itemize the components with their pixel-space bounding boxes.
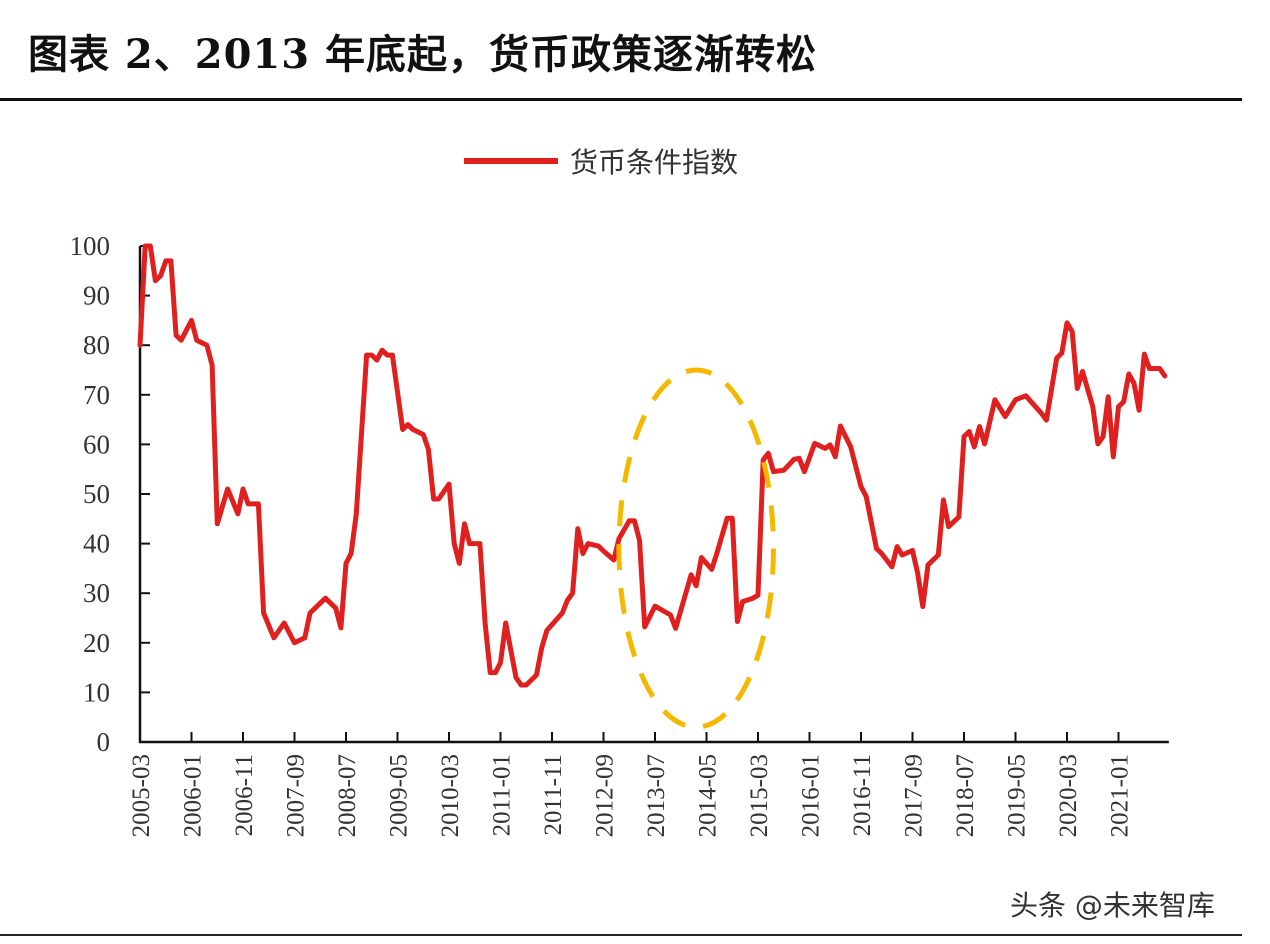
x-tick-label: 2021-01 — [1107, 754, 1134, 837]
y-tick-label: 10 — [83, 677, 110, 707]
x-tick-label: 2007-09 — [283, 754, 310, 837]
x-tick-label: 2015-03 — [746, 754, 773, 837]
x-tick-label: 2016-01 — [798, 754, 825, 837]
y-tick-label: 100 — [70, 231, 111, 261]
x-tick-label: 2019-05 — [1004, 754, 1031, 837]
bottom-rule — [0, 934, 1242, 936]
y-tick-label: 70 — [83, 380, 110, 410]
x-tick-label: 2013-07 — [643, 754, 670, 837]
x-tick-label: 2006-01 — [180, 754, 207, 837]
y-tick-label: 60 — [83, 429, 110, 459]
x-tick-label: 2016-11 — [849, 754, 876, 836]
y-tick-label: 30 — [83, 578, 110, 608]
x-tick-label: 2018-07 — [952, 754, 979, 837]
y-axis-ticks: 0 10 20 30 40 50 60 70 80 90 100 — [70, 231, 150, 757]
y-tick-label: 90 — [83, 281, 110, 311]
series-line-monetary-condition-index — [137, 243, 1168, 688]
x-tick-label: 2009-05 — [386, 754, 413, 837]
y-tick-label: 20 — [83, 628, 110, 658]
figure-title: 图表 2、2013 年底起，货币政策逐渐转松 — [28, 31, 818, 78]
y-tick-label: 50 — [83, 479, 110, 509]
axes — [138, 246, 1169, 744]
highlight-ellipse-annotation — [616, 367, 776, 730]
x-tick-label: 2020-03 — [1055, 754, 1082, 837]
y-tick-label: 40 — [83, 529, 110, 559]
watermark: 头条 @未来智库 — [1010, 889, 1215, 922]
x-tick-label: 2017-09 — [901, 754, 928, 837]
top-rule — [0, 98, 1242, 101]
x-tick-label: 2008-07 — [334, 754, 361, 837]
x-tick-label: 2010-03 — [437, 754, 464, 837]
y-tick-label: 80 — [83, 330, 110, 360]
x-tick-label: 2011-11 — [540, 754, 567, 835]
x-tick-label: 2005-03 — [128, 754, 155, 837]
x-axis-ticks: 2005-03 2006-01 2006-11 2007-09 2008-07 2009-… — [128, 732, 1134, 837]
y-tick-label: 0 — [97, 727, 111, 757]
legend: 货币条件指数 — [464, 146, 738, 179]
x-tick-label: 2012-09 — [592, 754, 619, 837]
legend-label: 货币条件指数 — [570, 146, 738, 179]
x-tick-label: 2014-05 — [695, 754, 722, 837]
x-tick-label: 2011-01 — [489, 754, 516, 836]
x-tick-label: 2006-11 — [231, 754, 258, 836]
